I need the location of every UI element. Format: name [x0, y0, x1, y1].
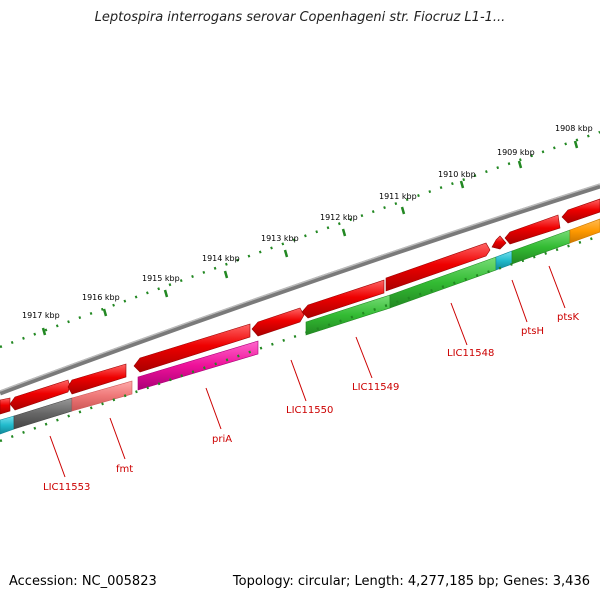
- gene-arrow: [67, 363, 127, 395]
- kbp-label-1914: 1914 kbp: [202, 254, 240, 263]
- kbp-label-1908: 1908 kbp: [555, 124, 593, 133]
- gene-arrow: [133, 323, 251, 373]
- gene-label-fmt: fmt: [116, 464, 133, 475]
- reverse-genes: [0, 218, 600, 435]
- gene-label-LIC11548: LIC11548: [447, 348, 494, 359]
- gene-label-ptsH: ptsH: [521, 326, 544, 337]
- gene-label-ptsK: ptsK: [557, 312, 579, 323]
- kbp-label-1909: 1909 kbp: [497, 148, 535, 157]
- gene-block-orange: [569, 218, 600, 244]
- gene-label-LIC11553: LIC11553: [43, 482, 90, 493]
- genome-summary-text: Topology: circular; Length: 4,277,185 bp…: [232, 574, 590, 589]
- kbp-label-1915: 1915 kbp: [142, 274, 180, 283]
- gene-arrow: [9, 379, 71, 411]
- genome-backbone: [0, 183, 600, 396]
- forward-genes: [0, 198, 600, 415]
- gene-block-magenta: [137, 340, 259, 391]
- gene-arrow: [561, 198, 600, 224]
- gene-block-cyan: [495, 250, 513, 271]
- genome-backbone-highlight: [0, 183, 600, 392]
- kbp-label-1910: 1910 kbp: [438, 170, 476, 179]
- kbp-label-1913: 1913 kbp: [261, 234, 299, 243]
- kbp-label-1916: 1916 kbp: [82, 293, 120, 302]
- kbp-label-1917: 1917 kbp: [22, 311, 60, 320]
- gene-arrow: [0, 397, 11, 415]
- gene-block-cyan: [0, 415, 15, 435]
- gene-label-LIC11550: LIC11550: [286, 405, 333, 416]
- gene-arrow: [504, 214, 561, 245]
- kbp-major-ticks: [41, 140, 579, 336]
- gene-label-LIC11549: LIC11549: [352, 382, 399, 393]
- label-leader-lines: [49, 265, 566, 478]
- kbp-label-1912: 1912 kbp: [320, 213, 358, 222]
- gene-block-pink: [71, 380, 133, 412]
- gene-arrow: [301, 279, 385, 319]
- map-title: Leptospira interrogans serovar Copenhage…: [94, 10, 506, 25]
- gene-label-priA: priA: [212, 434, 232, 445]
- kbp-label-1911: 1911 kbp: [379, 192, 417, 201]
- gene-arrow: [385, 242, 491, 292]
- gene-arrow: [491, 235, 507, 250]
- gene-arrow: [251, 307, 305, 337]
- accession-text: Accession: NC_005823: [9, 574, 157, 589]
